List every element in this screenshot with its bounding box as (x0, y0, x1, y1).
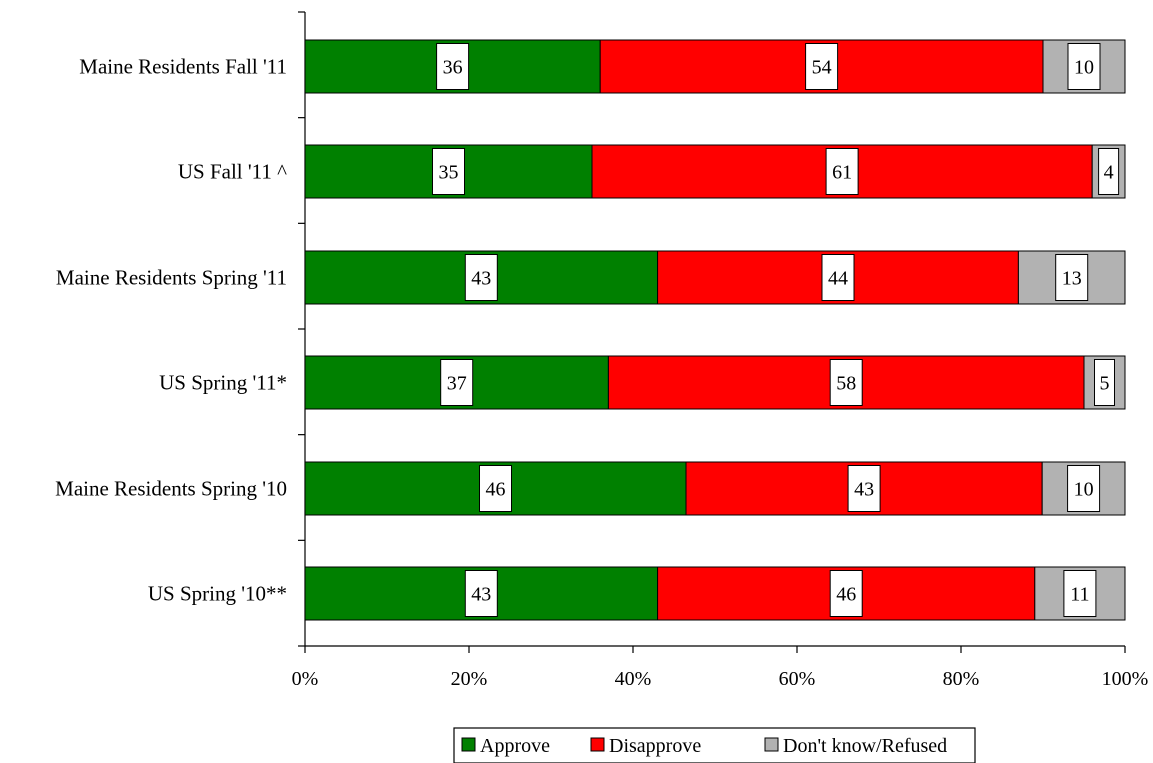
legend-label: Don't know/Refused (783, 735, 947, 757)
category-label: US Spring '11* (159, 371, 287, 395)
data-label-box (440, 359, 474, 406)
data-label: 10 (1074, 57, 1094, 79)
data-label: 58 (836, 373, 856, 395)
data-label-box (821, 254, 855, 301)
data-label: 46 (486, 479, 506, 501)
data-label: 44 (828, 268, 848, 290)
legend-box (453, 727, 976, 763)
category-label: Maine Residents Fall '11 (79, 55, 287, 79)
data-label-box (464, 254, 498, 301)
data-label-box (1094, 359, 1115, 406)
data-label: 54 (812, 57, 832, 79)
data-label: 43 (471, 268, 491, 290)
legend-swatch (764, 737, 779, 752)
data-label: 35 (439, 162, 459, 184)
tick-labels-layer: 0% 20% 40% 60% 80% 100% (292, 668, 1149, 690)
data-label: 10 (1074, 479, 1094, 501)
data-label-box (825, 148, 859, 195)
data-label: 43 (471, 584, 491, 606)
data-label-box (1067, 43, 1101, 90)
x-tick-label: 100% (1102, 668, 1149, 690)
axis-layer (298, 11, 1126, 653)
legend-swatch (461, 737, 476, 752)
category-label: Maine Residents Spring '11 (56, 266, 287, 290)
category-label: US Fall '11 ^ (178, 160, 287, 184)
category-label: Maine Residents Spring '10 (55, 477, 287, 501)
data-label: 36 (443, 57, 463, 79)
data-label: 11 (1070, 584, 1089, 606)
category-labels-layer: Maine Residents Fall '11 US Fall '11 ^ Mai… (55, 55, 287, 606)
data-label-box (432, 148, 465, 195)
category-label: US Spring '10** (148, 582, 287, 606)
data-label-box (464, 570, 498, 617)
data-label: 46 (836, 584, 856, 606)
legend: Approve Disapprove Don't know/Refused (453, 727, 976, 763)
data-labels-layer: 36 54 10 35 61 4 43 44 13 37 58 5 46 43 10 43 46 11 (432, 43, 1120, 617)
data-label-box (479, 465, 513, 512)
legend-label: Disapprove (609, 735, 701, 757)
data-label: 43 (854, 479, 874, 501)
x-tick-label: 40% (615, 668, 652, 690)
x-tick-label: 20% (451, 668, 488, 690)
data-label-box (1098, 148, 1120, 195)
x-tick-label: 0% (292, 668, 319, 690)
bars-layer (304, 39, 1126, 621)
data-label-box (805, 43, 839, 90)
x-tick-label: 60% (779, 668, 816, 690)
x-tick-label: 80% (943, 668, 980, 690)
data-label-box (1063, 570, 1097, 617)
data-label-box (1055, 254, 1089, 301)
data-label: 4 (1104, 162, 1114, 184)
data-label-box (829, 570, 863, 617)
data-label-box (829, 359, 863, 406)
data-label: 37 (447, 373, 467, 395)
data-label: 61 (832, 162, 852, 184)
data-label: 5 (1100, 373, 1110, 395)
legend-label: Approve (480, 735, 550, 757)
data-label-box (436, 43, 470, 90)
data-label: 13 (1062, 268, 1082, 290)
data-label-box (847, 465, 881, 512)
data-label-box (1067, 465, 1101, 512)
legend-swatch (590, 737, 605, 752)
